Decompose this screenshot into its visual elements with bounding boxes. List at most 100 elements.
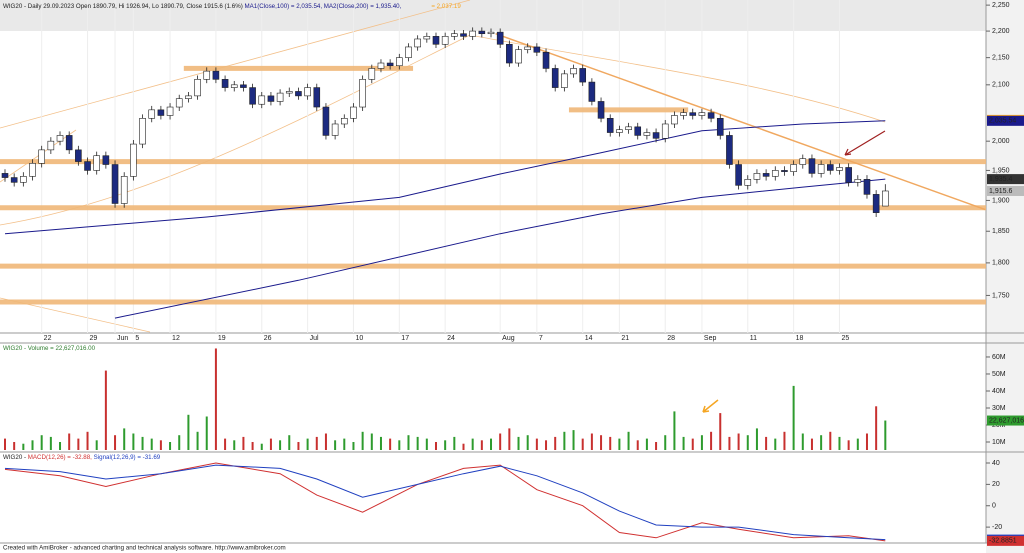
y-tick-label: 2,100 <box>992 82 1010 89</box>
candle-body <box>863 179 871 195</box>
volume-bar <box>737 433 740 450</box>
candle-body <box>836 167 843 171</box>
volume-bar <box>664 435 667 450</box>
volume-bar <box>31 440 34 450</box>
macd-header: WIG20 - MACD(12,26) = -32.88, Signal(12,… <box>3 454 161 461</box>
x-tick-label: 11 <box>750 335 757 342</box>
value-tag-label: 2,035.54 <box>989 118 1016 125</box>
value-tag <box>987 535 1024 546</box>
volume-bar <box>334 440 337 450</box>
x-tick-label: 7 <box>539 335 543 342</box>
volume-bar <box>398 440 401 450</box>
candle-body <box>716 118 724 136</box>
volume-bar <box>691 438 694 450</box>
volume-bar <box>682 436 685 450</box>
candle-body <box>111 164 119 204</box>
candle-body <box>157 109 165 116</box>
candle-body <box>799 158 807 165</box>
candle-body <box>882 190 889 207</box>
volume-bar <box>453 436 456 450</box>
volume-bar <box>765 436 768 450</box>
candle-body <box>185 95 192 99</box>
candle-body <box>570 68 577 75</box>
volume-bar <box>159 440 162 450</box>
volume-bar <box>755 428 758 450</box>
footer: Created with AmiBroker - advanced charti… <box>3 545 286 552</box>
y-tick-label: 40M <box>992 388 1006 395</box>
volume-bar <box>343 438 346 450</box>
volume-bar <box>581 438 584 450</box>
candle-body <box>872 194 880 213</box>
candle-body <box>313 87 321 108</box>
candle-body <box>634 126 642 136</box>
volume-bar <box>655 442 658 450</box>
volume-bar <box>352 442 355 450</box>
volume-bar <box>609 436 612 450</box>
volume-bar <box>719 413 722 450</box>
header-title: WIG20 - Daily 29.09.2023 Open 1890.79, H… <box>3 3 243 10</box>
y-tick-label: 2,200 <box>992 28 1010 35</box>
y-tick-label: 1,750 <box>992 292 1010 299</box>
value-tag-label: 1,915.6 <box>989 188 1012 195</box>
volume-bar <box>279 440 282 450</box>
y-tick-label: 0 <box>992 503 996 510</box>
volume-bar <box>810 438 813 450</box>
volume-bar <box>389 438 392 450</box>
candle-body <box>817 164 825 174</box>
volume-bar <box>499 433 502 450</box>
volume-bar <box>636 440 639 450</box>
volume-bar <box>95 440 98 450</box>
volume-bar <box>865 433 868 450</box>
candle-body <box>854 179 862 183</box>
volume-bar <box>627 431 630 450</box>
volume-bar <box>444 440 447 450</box>
candle-body <box>451 33 458 37</box>
candle-body <box>744 179 752 186</box>
volume-bar <box>242 436 245 450</box>
candle-body <box>304 87 311 97</box>
candle-body <box>689 112 697 116</box>
candle-body <box>661 123 669 139</box>
volume-bar <box>434 442 437 450</box>
y-tick-label: 40 <box>992 460 1000 467</box>
candle-body <box>469 30 476 37</box>
volume-bar <box>792 385 795 450</box>
candle-body <box>405 46 412 58</box>
candle-body <box>414 38 421 48</box>
x-tick-label: 10 <box>355 335 363 342</box>
volume-bar <box>728 436 731 450</box>
right-axis-bg <box>986 0 1024 553</box>
annotation-arrow <box>844 130 886 156</box>
volume-title: WIG20 - Volume = 22,627,016.00 <box>3 345 96 352</box>
candle-body <box>340 118 348 125</box>
y-tick-label: 60M <box>992 354 1006 361</box>
y-tick-label: 1,900 <box>992 197 1010 204</box>
volume-bar <box>526 435 529 450</box>
volume-bar <box>306 438 309 450</box>
candle-body <box>29 163 36 177</box>
volume-bar <box>416 436 419 450</box>
candle-body <box>515 49 522 64</box>
candle-body <box>551 68 559 88</box>
value-tag <box>987 115 1024 126</box>
volume-bar <box>645 438 648 450</box>
volume-bar <box>205 416 208 450</box>
candle-body <box>221 79 229 88</box>
candle-body <box>606 118 614 133</box>
candle-body <box>203 70 211 80</box>
candle-body <box>267 95 275 102</box>
candle-body <box>643 132 651 136</box>
x-tick-label: Aug <box>502 335 515 342</box>
volume-bar <box>490 438 493 450</box>
legend-signal: Signal(12,26,9) = -31.69 <box>94 454 161 461</box>
volume-bar <box>361 431 364 450</box>
volume-bar <box>68 433 71 450</box>
volume-bar <box>77 438 80 450</box>
x-tick-label: 12 <box>172 335 180 342</box>
volume-bar <box>214 348 217 450</box>
volume-bar <box>545 440 548 450</box>
candle-body <box>790 164 797 172</box>
series-line <box>4 464 886 541</box>
